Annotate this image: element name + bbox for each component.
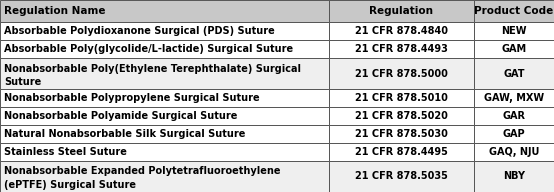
Text: Nonabsorbable Expanded Polytetrafluoroethylene
(ePTFE) Surgical Suture: Nonabsorbable Expanded Polytetrafluoroet… [4, 166, 280, 190]
Bar [474, 89, 554, 107]
Bar [0, 58, 329, 89]
Bar [474, 22, 554, 40]
Text: GAT: GAT [504, 69, 525, 79]
Text: 21 CFR 878.4495: 21 CFR 878.4495 [355, 147, 448, 157]
Text: 21 CFR 878.4840: 21 CFR 878.4840 [355, 26, 448, 36]
Bar [0, 107, 329, 125]
Bar [329, 89, 474, 107]
Bar [329, 143, 474, 161]
Text: GAW, MXW: GAW, MXW [484, 93, 544, 103]
Text: 21 CFR 878.5030: 21 CFR 878.5030 [355, 129, 448, 139]
Bar [329, 40, 474, 58]
Text: GAM: GAM [501, 44, 527, 54]
Bar [0, 40, 329, 58]
Text: Absorbable Polydioxanone Surgical (PDS) Suture: Absorbable Polydioxanone Surgical (PDS) … [4, 26, 275, 36]
Text: 21 CFR 878.4493: 21 CFR 878.4493 [355, 44, 448, 54]
Bar [0, 89, 329, 107]
Text: GAQ, NJU: GAQ, NJU [489, 147, 539, 157]
Text: 21 CFR 878.5035: 21 CFR 878.5035 [355, 171, 448, 181]
Text: GAR: GAR [502, 111, 526, 121]
Text: Product Code: Product Code [474, 6, 554, 16]
Text: NEW: NEW [501, 26, 527, 36]
Bar [329, 0, 474, 22]
Text: 21 CFR 878.5010: 21 CFR 878.5010 [355, 93, 448, 103]
Bar [474, 40, 554, 58]
Text: Nonabsorbable Polyamide Surgical Suture: Nonabsorbable Polyamide Surgical Suture [4, 111, 237, 121]
Text: Stainless Steel Suture: Stainless Steel Suture [4, 147, 127, 157]
Text: NBY: NBY [503, 171, 525, 181]
Bar [474, 107, 554, 125]
Text: Natural Nonabsorbable Silk Surgical Suture: Natural Nonabsorbable Silk Surgical Sutu… [4, 129, 245, 139]
Bar [329, 58, 474, 89]
Bar [329, 22, 474, 40]
Bar [329, 107, 474, 125]
Bar [0, 161, 329, 192]
Text: Nonabsorbable Polypropylene Surgical Suture: Nonabsorbable Polypropylene Surgical Sut… [4, 93, 259, 103]
Text: 21 CFR 878.5000: 21 CFR 878.5000 [355, 69, 448, 79]
Bar [474, 125, 554, 143]
Bar [0, 125, 329, 143]
Bar [474, 161, 554, 192]
Bar [474, 0, 554, 22]
Text: GAP: GAP [503, 129, 525, 139]
Bar [329, 161, 474, 192]
Text: 21 CFR 878.5020: 21 CFR 878.5020 [355, 111, 448, 121]
Bar [0, 143, 329, 161]
Text: Nonabsorbable Poly(Ethylene Terephthalate) Surgical
Suture: Nonabsorbable Poly(Ethylene Terephthalat… [4, 64, 301, 87]
Bar [329, 125, 474, 143]
Bar [474, 143, 554, 161]
Bar [474, 58, 554, 89]
Text: Absorbable Poly(glycolide/L-lactide) Surgical Suture: Absorbable Poly(glycolide/L-lactide) Sur… [4, 44, 293, 54]
Text: Regulation Name: Regulation Name [4, 6, 105, 16]
Bar [0, 0, 329, 22]
Bar [0, 22, 329, 40]
Text: Regulation: Regulation [370, 6, 433, 16]
